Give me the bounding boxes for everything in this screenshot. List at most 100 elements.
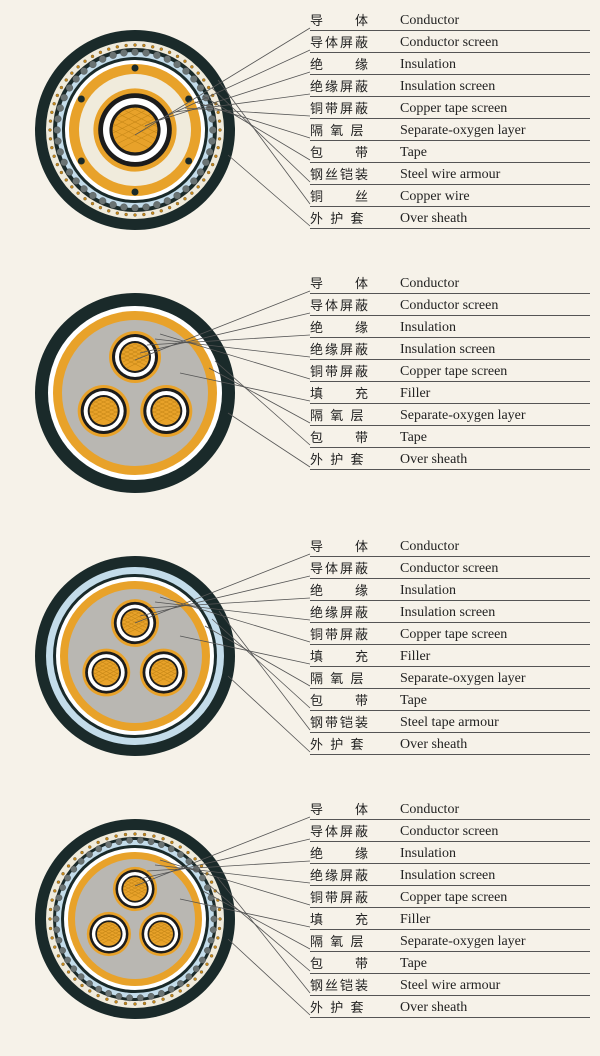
label-row: 导 体Conductor — [310, 798, 590, 820]
label-zh: 隔 氧 层 — [310, 668, 400, 687]
label-en: Insulation — [400, 583, 590, 599]
label-en: Steel wire armour — [400, 978, 590, 994]
label-row: 绝缘屏蔽Insulation screen — [310, 601, 590, 623]
label-panel-3: 导 体Conductor导体屏蔽Conductor screen绝 缘Insul… — [310, 535, 590, 755]
cable-section-2: 导 体Conductor导体屏蔽Conductor screen绝 缘Insul… — [0, 263, 600, 526]
label-row: 导体屏蔽Conductor screen — [310, 294, 590, 316]
label-row: 包 带Tape — [310, 141, 590, 163]
label-en: Over sheath — [400, 1000, 590, 1016]
label-zh: 外 护 套 — [310, 208, 400, 227]
label-zh: 导 体 — [310, 536, 400, 555]
label-row: 导体屏蔽Conductor screen — [310, 820, 590, 842]
label-zh: 外 护 套 — [310, 734, 400, 753]
label-zh: 隔 氧 层 — [310, 120, 400, 139]
label-row: 外 护 套Over sheath — [310, 207, 590, 229]
label-row: 绝缘屏蔽Insulation screen — [310, 75, 590, 97]
label-panel-2: 导 体Conductor导体屏蔽Conductor screen绝 缘Insul… — [310, 272, 590, 470]
label-row: 导 体Conductor — [310, 272, 590, 294]
label-en: Over sheath — [400, 737, 590, 753]
label-row: 绝缘屏蔽Insulation screen — [310, 338, 590, 360]
label-zh: 绝 缘 — [310, 580, 400, 599]
label-en: Over sheath — [400, 452, 590, 468]
label-row: 导体屏蔽Conductor screen — [310, 557, 590, 579]
label-en: Copper tape screen — [400, 890, 590, 906]
label-en: Filler — [400, 386, 590, 402]
label-row: 绝 缘Insulation — [310, 579, 590, 601]
label-row: 铜带屏蔽Copper tape screen — [310, 886, 590, 908]
label-panel-4: 导 体Conductor导体屏蔽Conductor screen绝 缘Insul… — [310, 798, 590, 1018]
label-zh: 导 体 — [310, 10, 400, 29]
label-zh: 导体屏蔽 — [310, 295, 400, 314]
label-zh: 填 充 — [310, 383, 400, 402]
label-zh: 填 充 — [310, 909, 400, 928]
label-row: 导 体Conductor — [310, 9, 590, 31]
label-zh: 钢丝铠装 — [310, 164, 400, 183]
cable-diagram-1 — [0, 0, 310, 267]
label-en: Filler — [400, 649, 590, 665]
label-zh: 隔 氧 层 — [310, 405, 400, 424]
label-row: 铜 丝Copper wire — [310, 185, 590, 207]
label-row: 钢丝铠装Steel wire armour — [310, 974, 590, 996]
label-en: Tape — [400, 956, 590, 972]
label-zh: 绝 缘 — [310, 54, 400, 73]
label-en: Separate-oxygen layer — [400, 934, 590, 950]
cable-diagram-3 — [0, 526, 310, 793]
label-row: 填 充Filler — [310, 382, 590, 404]
label-zh: 绝缘屏蔽 — [310, 339, 400, 358]
label-en: Over sheath — [400, 211, 590, 227]
label-zh: 绝 缘 — [310, 843, 400, 862]
label-en: Insulation screen — [400, 342, 590, 358]
label-zh: 包 带 — [310, 953, 400, 972]
label-en: Conductor screen — [400, 561, 590, 577]
label-en: Separate-oxygen layer — [400, 123, 590, 139]
label-row: 绝 缘Insulation — [310, 842, 590, 864]
label-en: Insulation — [400, 320, 590, 336]
label-row: 隔 氧 层Separate-oxygen layer — [310, 119, 590, 141]
label-zh: 导体屏蔽 — [310, 32, 400, 51]
label-row: 隔 氧 层Separate-oxygen layer — [310, 667, 590, 689]
label-zh: 绝缘屏蔽 — [310, 602, 400, 621]
label-zh: 包 带 — [310, 427, 400, 446]
label-zh: 钢带铠装 — [310, 712, 400, 731]
label-zh: 导体屏蔽 — [310, 821, 400, 840]
label-zh: 绝缘屏蔽 — [310, 865, 400, 884]
label-row: 铜带屏蔽Copper tape screen — [310, 623, 590, 645]
label-en: Insulation screen — [400, 79, 590, 95]
label-zh: 绝缘屏蔽 — [310, 76, 400, 95]
label-zh: 导体屏蔽 — [310, 558, 400, 577]
label-en: Filler — [400, 912, 590, 928]
label-zh: 铜带屏蔽 — [310, 361, 400, 380]
label-en: Conductor — [400, 13, 590, 29]
label-en: Conductor — [400, 802, 590, 818]
label-en: Tape — [400, 430, 590, 446]
label-row: 包 带Tape — [310, 952, 590, 974]
label-row: 导 体Conductor — [310, 535, 590, 557]
label-row: 填 充Filler — [310, 645, 590, 667]
label-en: Conductor — [400, 539, 590, 555]
cable-section-1: 导 体Conductor导体屏蔽Conductor screen绝 缘Insul… — [0, 0, 600, 263]
label-zh: 铜带屏蔽 — [310, 624, 400, 643]
label-zh: 外 护 套 — [310, 997, 400, 1016]
cable-diagram-2 — [0, 263, 310, 530]
label-zh: 铜带屏蔽 — [310, 98, 400, 117]
label-en: Copper tape screen — [400, 101, 590, 117]
label-row: 绝 缘Insulation — [310, 316, 590, 338]
label-row: 填 充Filler — [310, 908, 590, 930]
label-zh: 铜带屏蔽 — [310, 887, 400, 906]
label-en: Conductor — [400, 276, 590, 292]
label-panel-1: 导 体Conductor导体屏蔽Conductor screen绝 缘Insul… — [310, 9, 590, 229]
label-en: Copper tape screen — [400, 364, 590, 380]
label-zh: 外 护 套 — [310, 449, 400, 468]
label-row: 包 带Tape — [310, 689, 590, 711]
label-en: Copper tape screen — [400, 627, 590, 643]
label-zh: 包 带 — [310, 690, 400, 709]
label-en: Insulation screen — [400, 868, 590, 884]
label-row: 外 护 套Over sheath — [310, 996, 590, 1018]
label-row: 绝缘屏蔽Insulation screen — [310, 864, 590, 886]
cable-section-4: 导 体Conductor导体屏蔽Conductor screen绝 缘Insul… — [0, 789, 600, 1052]
label-row: 钢带铠装Steel tape armour — [310, 711, 590, 733]
label-zh: 钢丝铠装 — [310, 975, 400, 994]
label-zh: 包 带 — [310, 142, 400, 161]
label-row: 隔 氧 层Separate-oxygen layer — [310, 930, 590, 952]
label-row: 铜带屏蔽Copper tape screen — [310, 360, 590, 382]
